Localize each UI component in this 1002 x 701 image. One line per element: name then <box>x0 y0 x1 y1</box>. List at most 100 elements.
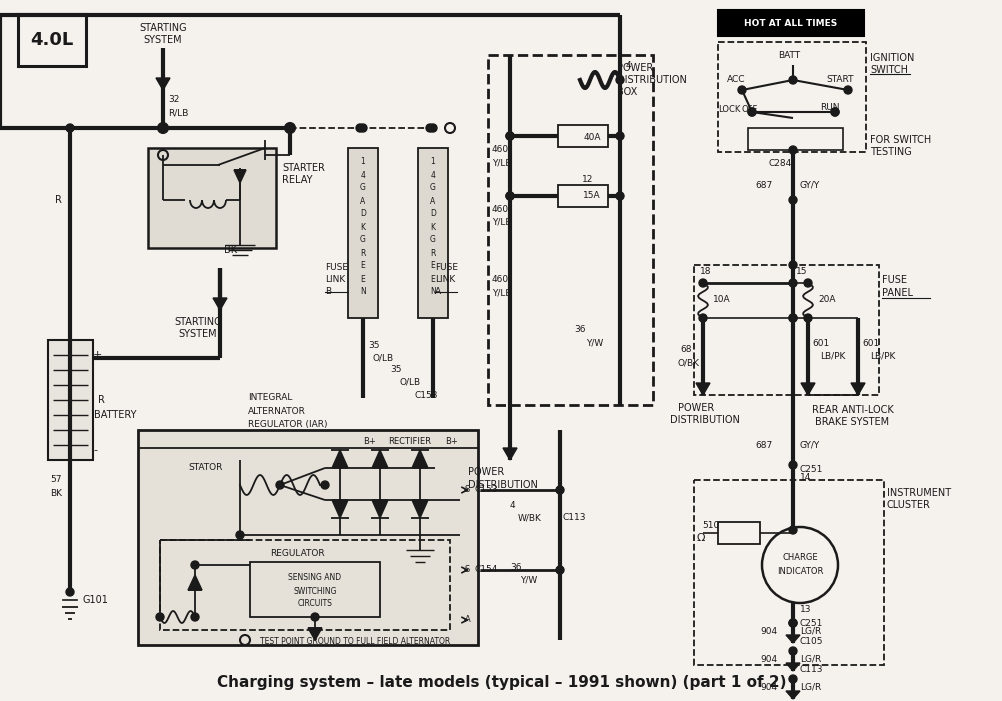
Text: 18: 18 <box>699 268 710 276</box>
Text: E: E <box>430 261 435 271</box>
Text: STARTING: STARTING <box>174 317 221 327</box>
Text: 68: 68 <box>679 346 690 355</box>
Circle shape <box>555 486 563 494</box>
Text: IGNITION: IGNITION <box>869 53 914 63</box>
Text: Y/LB: Y/LB <box>492 217 511 226</box>
Text: Y/W: Y/W <box>585 339 602 348</box>
Circle shape <box>66 124 74 132</box>
Polygon shape <box>332 450 348 468</box>
Text: 510: 510 <box>701 521 718 529</box>
Text: B+: B+ <box>363 437 376 447</box>
Circle shape <box>789 76 797 84</box>
Text: R: R <box>430 248 435 257</box>
Polygon shape <box>372 450 388 468</box>
Text: 4: 4 <box>625 60 631 69</box>
Circle shape <box>789 619 797 627</box>
Text: O/LB: O/LB <box>400 378 421 386</box>
Text: STARTER: STARTER <box>282 163 325 173</box>
Text: 460: 460 <box>492 205 509 215</box>
Text: O/BK: O/BK <box>677 358 699 367</box>
Circle shape <box>789 279 797 287</box>
Text: B+: B+ <box>445 437 457 447</box>
Bar <box>488 55 652 405</box>
Text: HOT AT ALL TIMES: HOT AT ALL TIMES <box>743 18 837 27</box>
Text: 4: 4 <box>360 170 365 179</box>
Text: Charging system – late models (typical – 1991 shown) (part 1 of 2): Charging system – late models (typical –… <box>217 674 786 690</box>
Bar <box>747 128 842 150</box>
Text: C105: C105 <box>800 637 823 646</box>
Text: 687: 687 <box>755 440 772 449</box>
Bar <box>717 522 760 544</box>
Text: O/LB: O/LB <box>373 353 394 362</box>
Bar <box>348 148 378 318</box>
Text: LB/PK: LB/PK <box>820 351 845 360</box>
Text: STATOR: STATOR <box>187 463 222 472</box>
Text: POWER: POWER <box>677 403 713 413</box>
Circle shape <box>359 124 367 132</box>
Circle shape <box>789 675 797 683</box>
Text: BOX: BOX <box>616 87 636 97</box>
Text: POWER: POWER <box>468 467 504 477</box>
Text: Y/LB: Y/LB <box>492 289 511 297</box>
Text: LINK: LINK <box>325 275 345 285</box>
Text: FOR SWITCH: FOR SWITCH <box>869 135 930 145</box>
Text: DISTRIBUTION: DISTRIBUTION <box>468 480 537 490</box>
Polygon shape <box>233 170 245 183</box>
Bar <box>717 42 865 152</box>
Polygon shape <box>332 500 348 518</box>
Circle shape <box>804 279 812 287</box>
Polygon shape <box>786 635 800 643</box>
Circle shape <box>789 647 797 655</box>
Text: R: R <box>98 395 105 405</box>
Text: A: A <box>430 196 435 205</box>
Bar <box>160 540 450 630</box>
Text: W/BK: W/BK <box>517 514 541 522</box>
Text: E: E <box>430 275 435 283</box>
Text: RECTIFIER: RECTIFIER <box>388 437 431 447</box>
Text: 14: 14 <box>800 473 811 482</box>
Circle shape <box>789 261 797 269</box>
Text: 1: 1 <box>430 158 435 167</box>
Text: START: START <box>826 76 853 85</box>
Circle shape <box>505 192 513 200</box>
Polygon shape <box>412 500 428 518</box>
Polygon shape <box>212 298 226 310</box>
Text: LOCK: LOCK <box>717 105 739 114</box>
Text: DISTRIBUTION: DISTRIBUTION <box>669 415 739 425</box>
Text: BK: BK <box>50 489 62 498</box>
Polygon shape <box>695 383 709 395</box>
Text: G101: G101 <box>83 595 109 605</box>
Text: 32: 32 <box>167 95 179 104</box>
Text: BK: BK <box>223 245 236 255</box>
Text: LB/PK: LB/PK <box>869 351 895 360</box>
Text: TESTING: TESTING <box>869 147 911 157</box>
Bar <box>148 148 276 248</box>
Text: REGULATOR: REGULATOR <box>270 548 325 557</box>
Bar <box>249 562 380 617</box>
Text: 36: 36 <box>509 564 521 573</box>
Circle shape <box>747 108 756 116</box>
Text: 460: 460 <box>492 275 509 285</box>
Text: PANEL: PANEL <box>881 288 912 298</box>
Text: Y/LB: Y/LB <box>492 158 511 168</box>
Text: 35: 35 <box>390 365 401 374</box>
Text: C113: C113 <box>562 514 586 522</box>
Text: SYSTEM: SYSTEM <box>178 329 217 339</box>
Circle shape <box>555 566 563 574</box>
Text: 13: 13 <box>800 606 811 615</box>
Text: 601: 601 <box>861 339 879 348</box>
Circle shape <box>505 132 513 140</box>
Text: TEST POINT GROUND TO FULL FIELD ALTERNATOR: TEST POINT GROUND TO FULL FIELD ALTERNAT… <box>260 637 450 646</box>
Text: SWITCHING: SWITCHING <box>293 587 337 596</box>
Circle shape <box>505 132 513 140</box>
Text: 35: 35 <box>368 341 379 350</box>
Circle shape <box>235 531 243 539</box>
Circle shape <box>286 124 294 132</box>
Text: D: D <box>360 210 366 219</box>
Text: R/LB: R/LB <box>167 109 188 118</box>
Text: 904: 904 <box>760 627 777 636</box>
Text: RELAY: RELAY <box>282 175 313 185</box>
Text: FUSE: FUSE <box>325 264 348 273</box>
Text: G: G <box>360 236 366 245</box>
Circle shape <box>789 461 797 469</box>
